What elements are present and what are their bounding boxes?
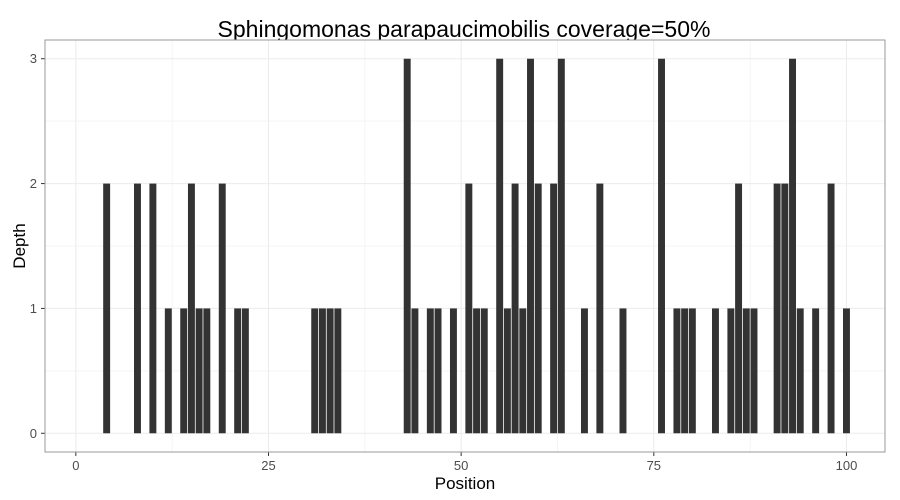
bar: [149, 183, 157, 434]
bar: [673, 308, 681, 434]
bar: [827, 183, 835, 434]
y-axis-title: Depth: [10, 223, 29, 268]
bar: [742, 308, 750, 434]
bar: [134, 183, 141, 434]
bar: [789, 58, 796, 434]
bar: [781, 183, 789, 434]
chart-title: Sphingomonas parapaucimobilis coverage=5…: [218, 16, 711, 42]
bar: [234, 308, 242, 434]
bar: [711, 308, 719, 434]
bar: [480, 308, 488, 434]
bar: [218, 183, 226, 434]
x-tick-label: 75: [647, 458, 661, 473]
bar: [735, 183, 743, 434]
bar: [311, 308, 319, 434]
bar: [326, 308, 334, 434]
bar: [203, 308, 211, 434]
x-tick-label: 25: [261, 458, 275, 473]
bar: [534, 183, 542, 434]
bar: [773, 183, 781, 434]
bar: [681, 308, 689, 434]
bar: [750, 308, 758, 434]
bar: [465, 183, 473, 434]
bar: [727, 308, 735, 434]
bar: [511, 183, 519, 434]
bar: [843, 308, 850, 434]
bar: [812, 308, 820, 434]
bar: [688, 308, 696, 434]
y-tick-label: 1: [30, 301, 37, 316]
bar: [164, 308, 172, 434]
bar: [103, 183, 111, 434]
x-tick-label: 0: [72, 458, 79, 473]
x-axis-title: Position: [435, 474, 495, 493]
bar: [318, 308, 326, 434]
bar: [519, 308, 527, 434]
bar: [411, 308, 419, 434]
y-tick-label: 2: [30, 176, 37, 191]
bars: [103, 58, 850, 434]
bar: [596, 183, 604, 434]
y-tick-label: 3: [30, 51, 37, 66]
x-tick-label: 50: [454, 458, 468, 473]
bar: [434, 308, 442, 434]
bar: [195, 308, 203, 434]
bar: [496, 58, 504, 434]
bar: [796, 308, 804, 434]
axis-ticks: 0 25 50 75 100 0 1 2 3: [30, 39, 886, 473]
bar: [557, 58, 565, 434]
bar: [187, 183, 195, 434]
x-tick-label: 100: [836, 458, 858, 473]
panel-border: [44, 39, 886, 453]
bar: [619, 308, 627, 434]
bar: [334, 308, 342, 434]
bar: [550, 183, 558, 434]
bar: [503, 308, 511, 434]
bar: [426, 308, 434, 434]
bar: [241, 308, 249, 434]
y-tick-label: 0: [30, 426, 37, 441]
bar: [180, 308, 188, 434]
bar: [403, 58, 411, 434]
bar: [580, 308, 588, 434]
bar: [473, 308, 481, 434]
bar: [449, 308, 457, 434]
bar: [658, 58, 665, 434]
bar: [527, 58, 534, 434]
